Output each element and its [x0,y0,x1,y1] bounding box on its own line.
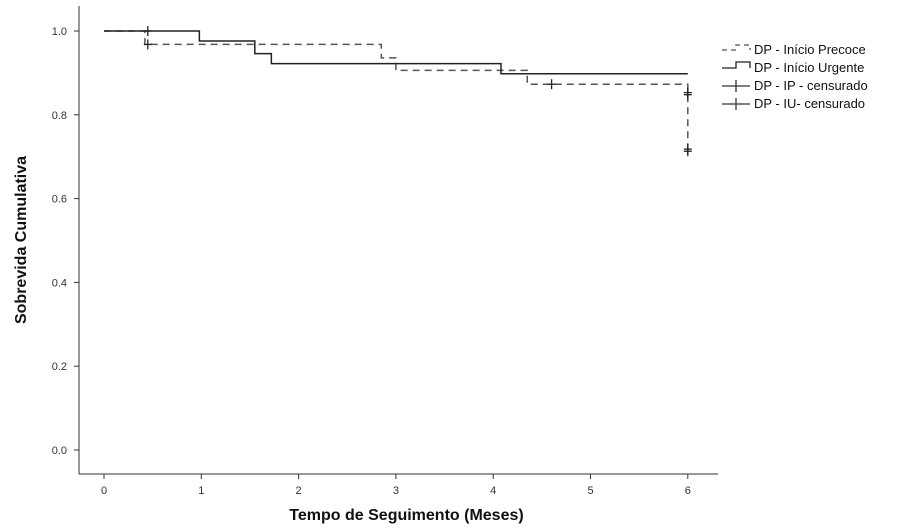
axes [78,6,718,475]
legend-entry-precoce: DP - Início Precoce [722,42,866,57]
legend-swatch-precoce [722,44,751,51]
legend: DP - Início Precoce DP - Início Urgente … [722,42,868,111]
legend-label-urgente: DP - Início Urgente [754,60,864,75]
x-axis-title: Tempo de Seguimento (Meses) [289,507,523,524]
legend-swatch-urgente [722,61,751,69]
x-tick-label: 3 [393,485,399,497]
x-tick-label: 6 [685,485,691,497]
x-tick-label: 0 [101,485,107,497]
legend-label-precoce: DP - Início Precoce [754,42,866,57]
legend-entry-urgente: DP - Início Urgente [722,60,864,75]
x-tick-label: 5 [587,485,593,497]
y-tick-label: 0.4 [52,277,67,289]
censor-marks [143,26,692,157]
x-axis-ticks: 0 1 2 3 4 5 6 [101,474,691,497]
x-tick-label: 2 [296,485,302,497]
y-axis-ticks: 0.0 0.2 0.4 0.6 0.8 1.0 [52,26,79,457]
x-tick-label: 4 [490,485,496,497]
y-tick-label: 1.0 [52,26,67,38]
legend-entry-iu-censurado: DP - IU- censurado [722,96,865,111]
survival-curves [104,30,689,152]
y-tick-label: 0.6 [52,194,67,206]
legend-swatch-iu-censurado [722,98,750,110]
legend-swatch-ip-censurado [722,80,750,92]
legend-label-iu-censurado: DP - IU- censurado [754,96,865,111]
series-line-urgente [104,30,688,75]
y-axis-title: Sobrevida Cumulativa [13,156,30,324]
x-tick-label: 1 [198,485,204,497]
legend-label-ip-censurado: DP - IP - censurado [754,78,868,93]
y-tick-label: 0.8 [52,110,67,122]
y-tick-label: 0.0 [52,445,67,457]
legend-entry-ip-censurado: DP - IP - censurado [722,78,868,93]
y-tick-label: 0.2 [52,361,67,373]
series-line-precoce [104,30,689,152]
